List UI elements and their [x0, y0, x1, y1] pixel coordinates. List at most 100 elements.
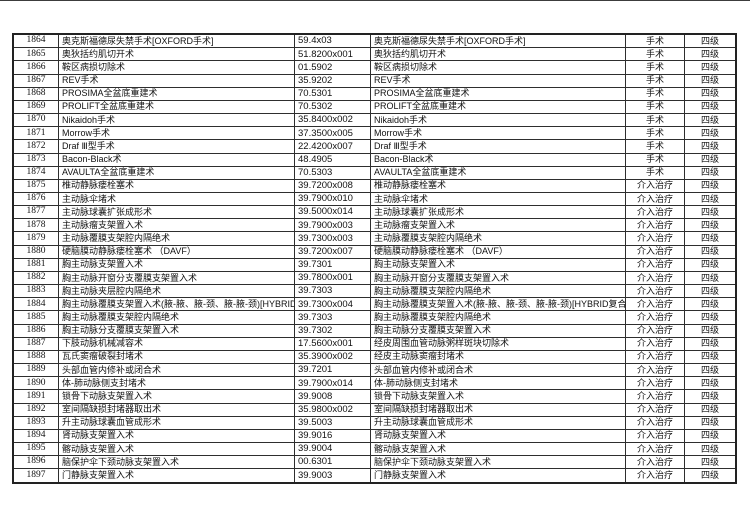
procedure-code-cell: 70.5303 — [294, 165, 371, 180]
category-cell: 介入治疗 — [625, 284, 685, 299]
level-cell: 四级 — [684, 178, 737, 194]
row-number-cell: 1887 — [12, 336, 59, 351]
procedure-code-cell: 39.7900x014 — [294, 376, 371, 391]
row-number-cell: 1875 — [12, 178, 59, 194]
table-row: 1895 髂动脉支架置入术 39.9004 髂动脉支架置入术 介入治疗 四级 — [12, 441, 737, 457]
table-row: 1890 体-肺动脉侧支封堵术 39.7900x014 体-肺动脉侧支封堵术 介入治疗四… — [12, 376, 737, 391]
level-cell: 四级 — [684, 336, 737, 351]
table-row: 1868 PROSIMA全盆底重建术 70.5301 PROSIMA全盆底重建术 手术四… — [12, 86, 737, 101]
page-top-edge — [0, 0, 750, 1]
row-number-cell: 1886 — [12, 323, 59, 338]
procedure-standard-name-cell: Draf Ⅲ型手术 — [370, 139, 626, 154]
table-row: 1876 主动脉伞堵术 39.7900x010 主动脉伞堵术 介入治疗 四级 — [12, 191, 737, 207]
category-cell: 手术 — [625, 47, 685, 62]
procedure-name-cell: 脑保护伞下颈动脉支架置入术 — [58, 455, 295, 470]
category-cell: 介入治疗 — [625, 191, 685, 207]
row-number-cell: 1871 — [12, 126, 59, 141]
level-cell: 四级 — [684, 297, 737, 312]
row-number-cell: 1893 — [12, 415, 59, 430]
procedure-standard-name-cell: AVAULTA全盆底重建术 — [370, 165, 626, 180]
procedure-code-cell: 00.6301 — [294, 455, 371, 470]
table-row: 1891 锁骨下动脉支架置入术 39.9008 锁骨下动脉支架置入术 介入治疗 四级 — [12, 389, 737, 404]
table-row: 1871 Morrow手术 37.3500x005 Morrow手术 手术 四级 — [12, 126, 737, 141]
procedure-code-cell: 39.7800x001 — [294, 270, 371, 286]
level-cell: 四级 — [684, 468, 737, 484]
procedure-code-cell: 39.5000x014 — [294, 205, 371, 220]
level-cell: 四级 — [684, 33, 737, 49]
category-cell: 手术 — [625, 73, 685, 88]
row-number-cell: 1872 — [12, 139, 59, 154]
procedure-standard-name-cell: 肾动脉支架置入术 — [370, 428, 626, 443]
procedure-name-cell: 瓦氏窦瘤破裂封堵术 — [58, 349, 295, 365]
procedure-name-cell: 胸主动脉支架置入术 — [58, 257, 295, 272]
row-number-cell: 1868 — [12, 86, 59, 101]
table-row: 1892 室间隔缺损封堵器取出术 35.9800x002 室间隔缺损封堵器取出术 介入治… — [12, 402, 737, 417]
procedure-code-cell: 39.9008 — [294, 389, 371, 404]
procedure-standard-name-cell: Morrow手术 — [370, 126, 626, 141]
level-cell: 四级 — [684, 455, 737, 470]
procedure-name-cell: 胸主动脉开窗分支覆膜支架置入术 — [58, 270, 295, 286]
level-cell: 四级 — [684, 257, 737, 272]
category-cell: 手术 — [625, 33, 685, 49]
procedure-name-cell: Morrow手术 — [58, 126, 295, 141]
table-row: 1889 头部血管内修补或闭合术 39.7201 头部血管内修补或闭合术 介入治疗 四级 — [12, 363, 737, 378]
table-row: 1880 硬脑膜动静脉瘘栓塞术 （DAVF） 39.7200x007 硬脑膜动静脉瘘栓… — [12, 244, 737, 259]
procedure-code-cell: 39.7900x010 — [294, 191, 371, 207]
procedure-code-cell: 39.7200x008 — [294, 178, 371, 194]
category-cell: 手术 — [625, 165, 685, 180]
level-cell: 四级 — [684, 165, 737, 180]
procedure-code-cell: 17.5600x001 — [294, 336, 371, 351]
row-number-cell: 1881 — [12, 257, 59, 272]
procedure-code-cell: 39.7300x003 — [294, 231, 371, 246]
category-cell: 介入治疗 — [625, 376, 685, 391]
procedure-standard-name-cell: 经皮周围血管动脉粥样斑块切除术 — [370, 336, 626, 351]
procedure-name-cell: Nikaidoh手术 — [58, 113, 295, 128]
level-cell: 四级 — [684, 60, 737, 75]
level-cell: 四级 — [684, 310, 737, 325]
table-row: 1897 门静脉支架置入术 39.9003 门静脉支架置入术 介入治疗 四级 — [12, 468, 737, 484]
table-row: 1887 下肢动脉机械减容术 17.5600x001 经皮周围血管动脉粥样斑块切除术介… — [12, 336, 737, 351]
row-number-cell: 1867 — [12, 73, 59, 88]
category-cell: 介入治疗 — [625, 441, 685, 457]
row-number-cell: 1894 — [12, 428, 59, 443]
procedure-standard-name-cell: 主动脉覆膜支架腔内隔绝术 — [370, 231, 626, 246]
procedure-name-cell: 头部血管内修补或闭合术 — [58, 363, 295, 378]
procedure-standard-name-cell: 锁骨下动脉支架置入术 — [370, 389, 626, 404]
row-number-cell: 1873 — [12, 152, 59, 167]
procedure-name-cell: 肾动脉支架置入术 — [58, 428, 295, 443]
category-cell: 介入治疗 — [625, 389, 685, 404]
category-cell: 介入治疗 — [625, 415, 685, 430]
procedure-name-cell: 主动脉球囊扩张成形术 — [58, 205, 295, 220]
table-row: 1867 REV手术 35.9202 REV手术 手术 四级 — [12, 73, 737, 88]
table-row: 1894 肾动脉支架置入术 39.9016 肾动脉支架置入术 介入治疗 四级 — [12, 428, 737, 443]
row-number-cell: 1864 — [12, 33, 59, 49]
table-row: 1881 胸主动脉支架置入术 39.7301 胸主动脉支架置入术 介入治疗 四级 — [12, 257, 737, 272]
table-row: 1865 奥狄括约肌切开术 51.8200x001 奥狄括约肌切开术 手术 四级 — [12, 47, 737, 62]
procedure-standard-name-cell: 硬脑膜动静脉瘘栓塞术 （DAVF） — [370, 244, 626, 259]
category-cell: 手术 — [625, 99, 685, 115]
table-row: 1879 主动脉覆膜支架腔内隔绝术 39.7300x003 主动脉覆膜支架腔内隔绝术介… — [12, 231, 737, 246]
category-cell: 介入治疗 — [625, 270, 685, 286]
row-number-cell: 1874 — [12, 165, 59, 180]
procedure-name-cell: 奥克斯福德尿失禁手术[OXFORD手术] — [58, 33, 295, 49]
table-row: 1893 升主动脉球囊血管成形术 39.5003 升主动脉球囊血管成形术 介入治疗 四级 — [12, 415, 737, 430]
level-cell: 四级 — [684, 139, 737, 154]
row-number-cell: 1897 — [12, 468, 59, 484]
procedure-name-cell: 胸主动脉分支覆膜支架置入术 — [58, 323, 295, 338]
procedure-name-cell: Bacon-Black术 — [58, 152, 295, 167]
row-number-cell: 1876 — [12, 191, 59, 207]
table-row: 1878 主动脉瘤支架置入术 39.7900x003 主动脉瘤支架置入术 介入治疗 四级 — [12, 218, 737, 233]
row-number-cell: 1885 — [12, 310, 59, 325]
table-row: 1873 Bacon-Black术 48.4905 Bacon-Black术 手术 四级 — [12, 152, 737, 167]
procedure-code-cell: 35.8400x002 — [294, 113, 371, 128]
procedure-standard-name-cell: 经皮主动脉窦瘤封堵术 — [370, 349, 626, 365]
table-row: 1869 PROLIFT全盆底重建术 70.5302 PROLIFT全盆底重建术 手术四… — [12, 99, 737, 115]
procedure-code-cell: 39.7201 — [294, 363, 371, 378]
procedure-standard-name-cell: 胸主动脉覆膜支架腔内隔绝术 — [370, 310, 626, 325]
row-number-cell: 1890 — [12, 376, 59, 391]
table-row: 1875 椎动静脉瘘栓塞术 39.7200x008 椎动静脉瘘栓塞术 介入治疗 四级 — [12, 178, 737, 194]
procedure-standard-name-cell: 胸主动脉支架置入术 — [370, 257, 626, 272]
category-cell: 介入治疗 — [625, 402, 685, 417]
procedure-name-cell: 下肢动脉机械减容术 — [58, 336, 295, 351]
level-cell: 四级 — [684, 441, 737, 457]
